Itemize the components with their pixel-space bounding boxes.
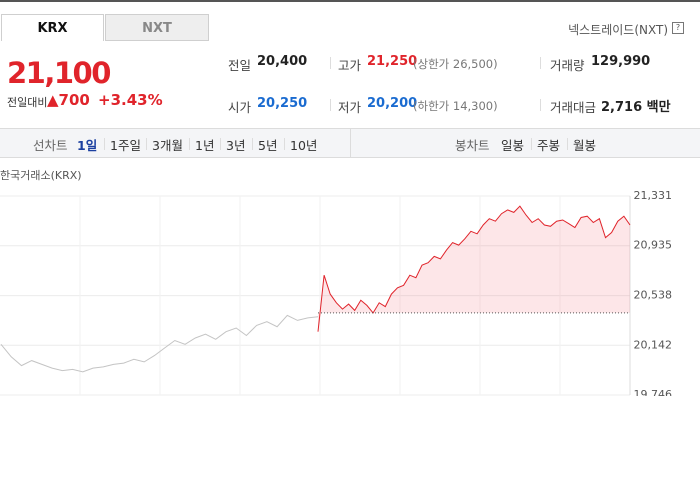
separator	[540, 57, 541, 69]
separator	[189, 138, 190, 150]
help-icon[interactable]: ?	[672, 22, 684, 34]
period-tab[interactable]: 일봉	[501, 138, 525, 153]
stat-value: 20,200	[367, 96, 418, 111]
stat-label: 고가	[338, 58, 362, 73]
period-tab[interactable]: 5년	[258, 138, 278, 153]
stat-value: 20,400	[257, 54, 308, 69]
separator	[531, 138, 532, 150]
price-chart: 한국거래소(KRX) 21,331 20,935 20,538 20,142 19,74…	[0, 169, 673, 396]
separator	[330, 57, 331, 69]
stat-label: 거래량	[550, 58, 585, 73]
y-tick-label: 20,935	[634, 239, 673, 252]
y-tick-label: 19,746	[634, 388, 673, 396]
nxt-link[interactable]: 넥스트레이드(NXT)	[568, 23, 668, 37]
y-tick-label: 20,142	[634, 338, 673, 351]
tab-nxt[interactable]: NXT	[105, 14, 209, 41]
period-tab[interactable]: 월봉	[573, 138, 597, 153]
stat-label: 시가	[228, 100, 252, 115]
chart-subtitle: 한국거래소(KRX)	[0, 169, 82, 182]
period-tab[interactable]: 1주일	[110, 138, 141, 153]
stat-value: 2,716 백만	[601, 100, 671, 115]
separator	[567, 138, 568, 150]
candle-chart-label: 봉차트	[455, 138, 490, 153]
stat-value: 21,250	[367, 54, 418, 69]
current-price: 21,100	[7, 56, 111, 90]
separator	[220, 138, 221, 150]
stat-label: 저가	[338, 100, 362, 115]
stat-note: (상한가 26,500)	[413, 57, 498, 71]
change-label: 전일대비	[7, 96, 48, 109]
stat-label: 거래대금	[550, 100, 597, 115]
separator	[252, 138, 253, 150]
period-tab[interactable]: 1일	[77, 138, 98, 153]
toolbar-split	[350, 128, 351, 158]
separator	[104, 138, 105, 150]
price-line	[317, 205, 631, 332]
change: ▲700	[47, 91, 90, 109]
separator	[146, 138, 147, 150]
top-border	[0, 0, 700, 2]
y-tick-label: 21,331	[634, 189, 673, 202]
area-fill	[318, 206, 630, 332]
stat-value: 129,990	[591, 54, 651, 69]
change-pct: +3.43%	[98, 91, 163, 109]
tab-krx[interactable]: KRX	[1, 14, 104, 41]
line-chart-label: 선차트	[33, 138, 68, 153]
stat-value: 20,250	[257, 96, 308, 111]
price-line	[0, 314, 319, 373]
period-tab[interactable]: 10년	[290, 138, 318, 153]
period-tab[interactable]: 3년	[226, 138, 246, 153]
stat-note: (하한가 14,300)	[413, 99, 498, 113]
stat-label: 전일	[228, 58, 252, 73]
y-tick-label: 20,538	[634, 289, 673, 302]
separator	[540, 99, 541, 111]
separator	[284, 138, 285, 150]
period-tab[interactable]: 1년	[195, 138, 215, 153]
period-tab[interactable]: 주봉	[537, 138, 561, 153]
period-tab[interactable]: 3개월	[152, 138, 183, 153]
separator	[330, 99, 331, 111]
